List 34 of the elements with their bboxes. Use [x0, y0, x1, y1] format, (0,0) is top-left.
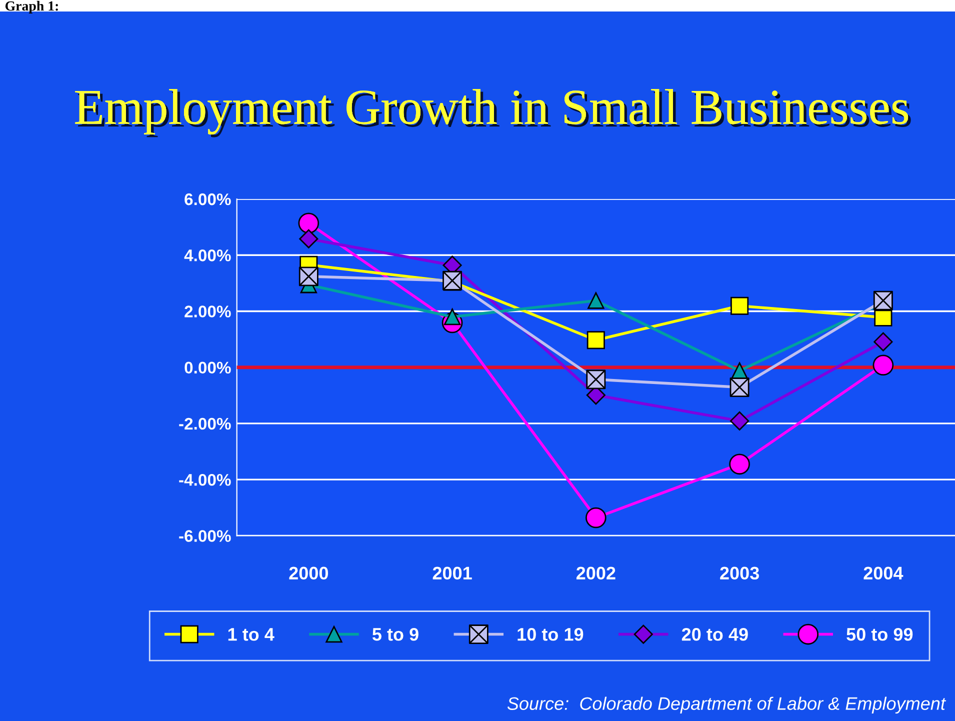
y-tick-label: -4.00%	[179, 474, 231, 486]
x-tick-label: 2004	[864, 566, 904, 580]
point	[586, 331, 605, 350]
caption: Graph 1:	[5, 0, 58, 14]
legend-label: 5 to 9	[372, 628, 418, 641]
y-tick-label: 0.00%	[184, 362, 231, 374]
x-tick-label: 2000	[289, 566, 328, 580]
point	[588, 292, 604, 309]
x-tick-label: 2002	[576, 566, 616, 580]
point	[299, 229, 318, 248]
point	[730, 296, 749, 315]
legend-label: 20 to 49	[682, 628, 748, 641]
point	[730, 378, 750, 397]
legend-label: 1 to 4	[228, 628, 274, 641]
y-tick-label: 4.00%	[184, 250, 231, 262]
y-tick-label: -6.00%	[179, 530, 231, 542]
y-tick-label: 6.00%	[184, 193, 231, 206]
point	[729, 454, 750, 475]
chart-title: Employment Growth in Small Businesses	[75, 89, 911, 138]
point	[586, 370, 606, 390]
point	[872, 354, 894, 376]
x-tick-label: 2003	[720, 566, 759, 580]
point	[586, 507, 606, 528]
legend-label: 50 to 99	[846, 628, 913, 641]
point	[730, 411, 750, 430]
point	[873, 290, 893, 310]
point	[298, 212, 320, 234]
y-tick-label: 2.00%	[184, 306, 231, 318]
legend-label: 10 to 19	[518, 628, 584, 641]
source-note: Source: Colorado Department of Labor & Employment	[507, 696, 946, 714]
y-tick-label: -2.00%	[179, 418, 231, 430]
point	[298, 266, 318, 286]
point	[874, 332, 893, 352]
x-tick-label: 2001	[432, 566, 472, 580]
